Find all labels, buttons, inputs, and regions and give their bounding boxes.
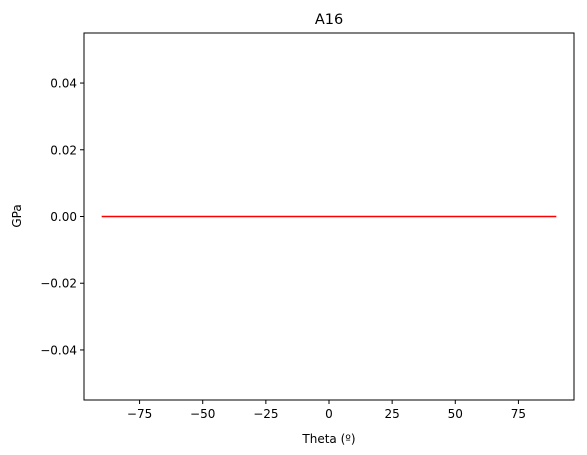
x-axis-label: Theta (º) (301, 432, 355, 446)
y-axis: −0.04 −0.02 0.00 0.02 0.04 (40, 77, 84, 357)
y-axis-label: GPa (10, 204, 24, 227)
x-tick-label: −50 (190, 407, 215, 421)
chart-title: A16 (315, 12, 343, 28)
x-tick-label: 0 (325, 407, 333, 421)
x-tick-label: 25 (385, 407, 400, 421)
y-tick-label: 0.00 (50, 210, 77, 224)
y-tick-label: 0.04 (50, 77, 77, 91)
x-axis: −75 −50 −25 0 25 50 75 (127, 400, 526, 421)
x-tick-label: −25 (253, 407, 278, 421)
y-tick-label: −0.04 (40, 343, 77, 357)
x-tick-label: 75 (511, 407, 526, 421)
y-tick-label: 0.02 (50, 143, 77, 157)
x-tick-label: 50 (448, 407, 463, 421)
x-tick-label: −75 (127, 407, 152, 421)
y-tick-label: −0.02 (40, 277, 77, 291)
